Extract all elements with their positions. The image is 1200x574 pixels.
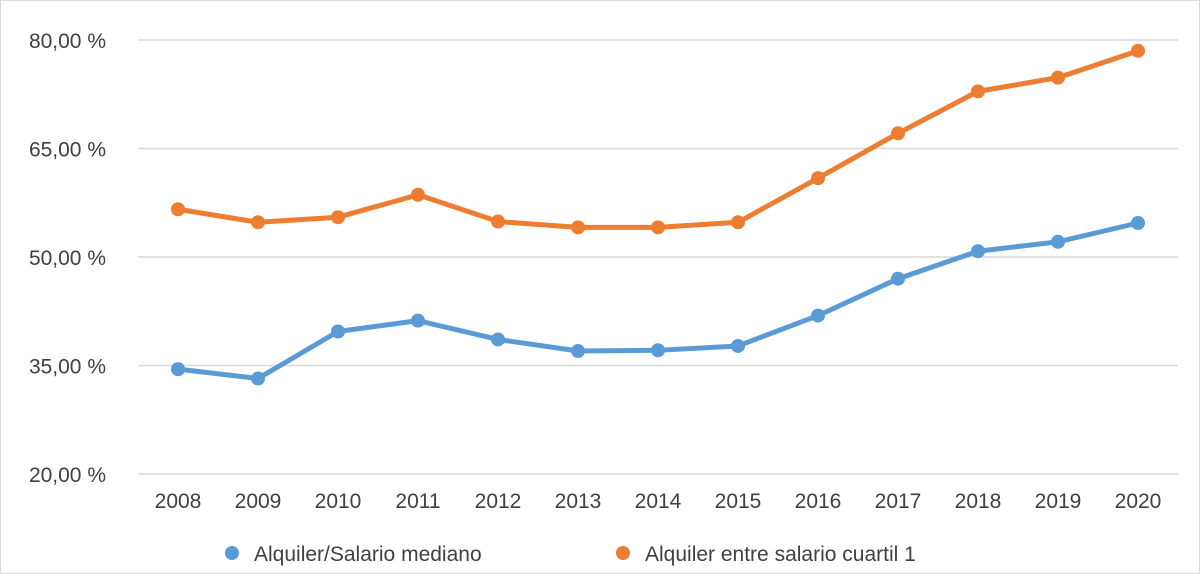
- data-point: [411, 187, 425, 202]
- x-tick-label: 2010: [315, 490, 362, 513]
- y-tick-label: 50,00 %: [29, 247, 106, 270]
- gridlines: [138, 39, 1178, 475]
- y-tick-label: 20,00 %: [29, 464, 106, 487]
- x-tick-label: 2011: [395, 490, 440, 513]
- x-tick-label: 2013: [555, 490, 602, 513]
- data-point: [731, 215, 745, 230]
- series-group: [171, 43, 1145, 386]
- data-point: [1051, 70, 1065, 85]
- data-point: [971, 84, 985, 99]
- data-point: [651, 343, 665, 358]
- legend: Alquiler/Salario mediano Alquiler entre s…: [225, 543, 916, 566]
- x-tick-label: 2020: [1115, 490, 1162, 513]
- y-axis: 80,00 % 65,00 % 50,00 % 35,00 % 20,00 %: [29, 30, 106, 487]
- data-point: [1131, 216, 1145, 231]
- data-point: [171, 202, 185, 217]
- data-point: [571, 344, 585, 359]
- x-tick-label: 2019: [1035, 490, 1082, 513]
- x-tick-label: 2017: [875, 490, 922, 513]
- data-point: [491, 332, 505, 347]
- data-point: [331, 324, 345, 339]
- data-point: [171, 362, 185, 377]
- data-point: [651, 220, 665, 235]
- data-point: [891, 126, 905, 141]
- x-tick-label: 2016: [795, 490, 842, 513]
- legend-marker: [616, 546, 630, 560]
- data-point: [331, 210, 345, 225]
- data-point: [571, 220, 585, 235]
- x-tick-label: 2012: [475, 490, 522, 513]
- data-point: [891, 271, 905, 286]
- series-2: [171, 43, 1145, 235]
- data-point: [731, 338, 745, 353]
- y-tick-label: 35,00 %: [29, 356, 106, 379]
- data-point: [251, 215, 265, 230]
- x-tick-label: 2014: [635, 490, 682, 513]
- data-point: [1131, 43, 1145, 58]
- legend-label: Alquiler entre salario cuartil 1: [645, 543, 916, 566]
- y-tick-label: 65,00 %: [29, 139, 106, 162]
- x-tick-label: 2015: [715, 490, 762, 513]
- data-point: [491, 214, 505, 229]
- data-point: [811, 308, 825, 323]
- x-axis: 2008 2009 2010 2011 2012 2013 2014 2015 2016 2017…: [155, 490, 1162, 513]
- series-1: [171, 216, 1145, 386]
- y-tick-label: 80,00 %: [29, 30, 106, 53]
- x-tick-label: 2018: [955, 490, 1002, 513]
- legend-marker: [225, 546, 239, 560]
- x-tick-label: 2009: [235, 490, 282, 513]
- data-point: [251, 371, 265, 386]
- data-point: [811, 171, 825, 186]
- data-point: [971, 244, 985, 259]
- legend-label: Alquiler/Salario mediano: [254, 543, 482, 566]
- data-point: [411, 313, 425, 328]
- x-tick-label: 2008: [155, 490, 202, 513]
- data-point: [1051, 234, 1065, 249]
